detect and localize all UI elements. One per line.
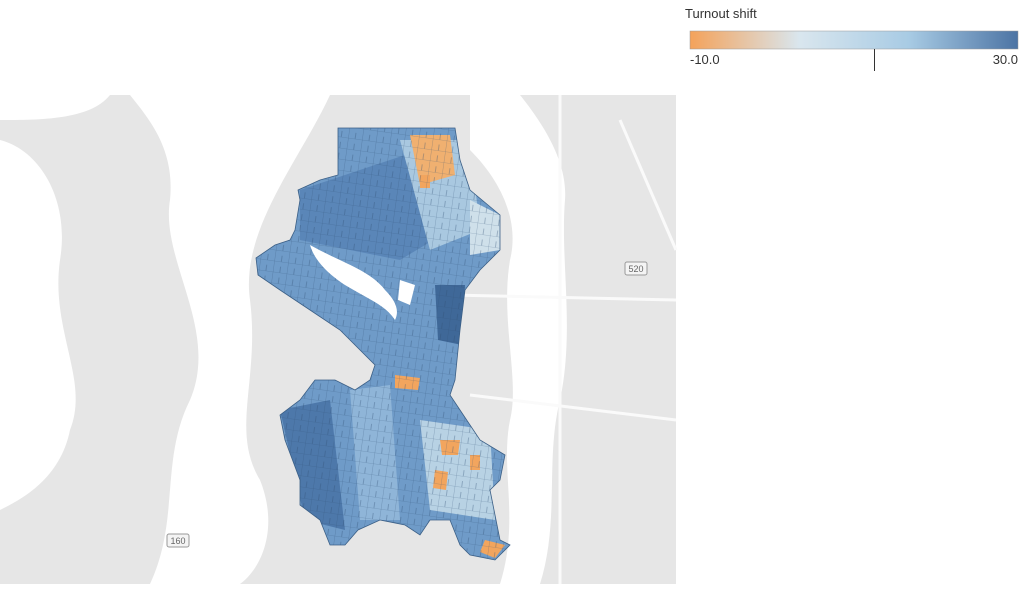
legend-title: Turnout shift [685, 6, 757, 21]
road-label: 520 [628, 264, 643, 274]
color-ramp [689, 30, 1019, 50]
legend-max: 30.0 [993, 52, 1018, 67]
legend-min: -10.0 [690, 52, 720, 67]
legend: Turnout shift -10.0 30.0 [685, 6, 1019, 71]
road-label: 160 [170, 536, 185, 546]
